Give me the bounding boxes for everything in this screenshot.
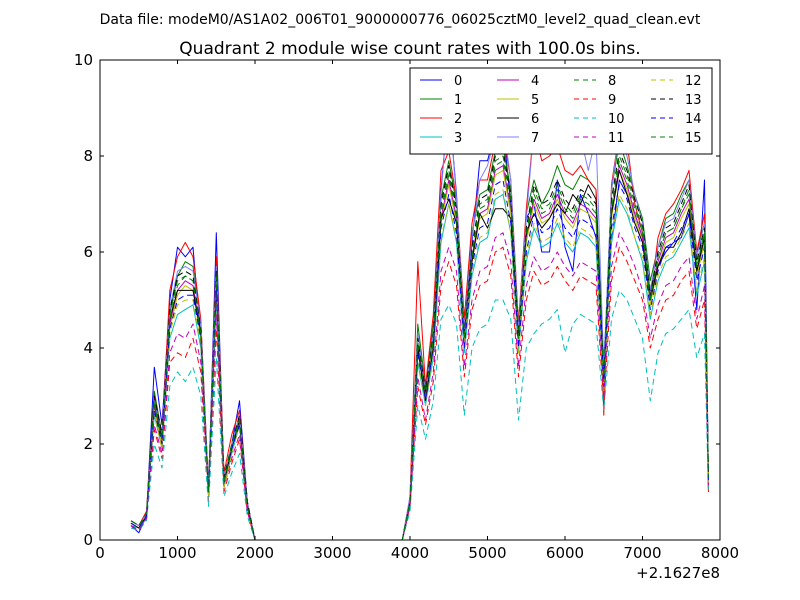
figure-suptitle: Data file: modeM0/AS1A02_006T01_90000007… — [100, 12, 701, 28]
legend-label-0: 0 — [454, 74, 462, 89]
legend-label-2: 2 — [454, 112, 462, 127]
legend-label-5: 5 — [531, 93, 539, 108]
legend-label-10: 10 — [608, 112, 625, 127]
x-tick-label: 1000 — [158, 544, 196, 562]
x-tick-label: 6000 — [546, 544, 584, 562]
y-tick-label: 0 — [83, 531, 93, 549]
legend-label-6: 6 — [531, 112, 539, 127]
legend-label-1: 1 — [454, 93, 462, 108]
legend-label-15: 15 — [685, 131, 702, 146]
x-tick-label: 5000 — [468, 544, 506, 562]
y-tick-label: 8 — [83, 147, 93, 165]
y-tick-label: 2 — [83, 435, 93, 453]
x-tick-label: 0 — [95, 544, 105, 562]
y-tick-label: 4 — [83, 339, 93, 357]
series-line-12 — [130, 189, 709, 541]
legend-label-7: 7 — [531, 131, 539, 146]
x-offset-label: +2.1627e8 — [636, 564, 720, 582]
legend-label-8: 8 — [608, 74, 616, 89]
series-line-15 — [130, 155, 709, 541]
legend-label-9: 9 — [608, 93, 616, 108]
x-tick-label: 7000 — [623, 544, 661, 562]
legend-label-4: 4 — [531, 74, 539, 89]
series-line-9 — [130, 246, 709, 541]
y-tick-label: 6 — [83, 243, 93, 261]
x-tick-label: 8000 — [701, 544, 739, 562]
plot-lines — [130, 97, 709, 541]
x-tick-label: 4000 — [391, 544, 429, 562]
x-tick-label: 2000 — [236, 544, 274, 562]
legend-label-12: 12 — [685, 74, 702, 89]
y-tick-label: 10 — [74, 51, 93, 69]
legend-label-3: 3 — [454, 131, 462, 146]
legend-label-11: 11 — [608, 131, 625, 146]
plot-frame — [99, 59, 721, 541]
legend-label-13: 13 — [685, 93, 702, 108]
series-line-10 — [130, 289, 709, 541]
legend-box — [409, 67, 713, 155]
legend-label-14: 14 — [685, 112, 702, 127]
chart-title: Quadrant 2 module wise count rates with … — [179, 39, 640, 59]
x-tick-label: 3000 — [313, 544, 351, 562]
